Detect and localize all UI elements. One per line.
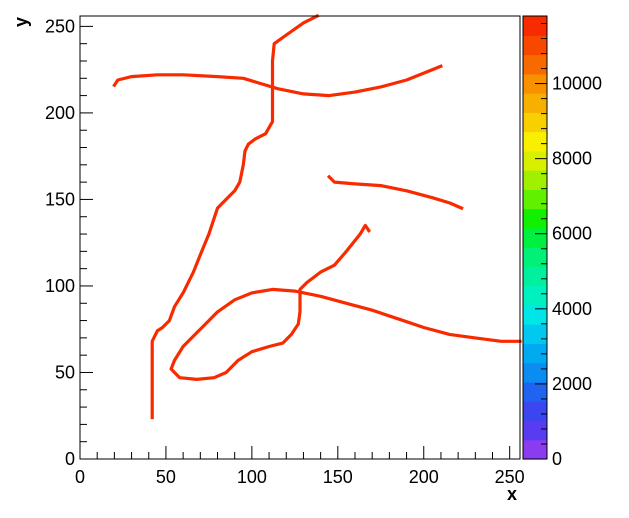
colorbar-cell	[523, 420, 547, 441]
colorbar-tick-label: 2000	[552, 374, 592, 394]
heatmap-strokes	[112, 13, 522, 420]
colorbar-cell	[523, 343, 547, 364]
colorbar-cell	[523, 170, 547, 190]
stroke-middle-right-stroke	[326, 174, 464, 211]
colorbar: 0 2000 4000 6000 8000 10000	[522, 15, 602, 469]
x-tick-label: 100	[237, 467, 267, 487]
y-tick-label: 0	[65, 449, 75, 469]
colorbar-cell	[523, 35, 547, 56]
colorbar-cell	[523, 362, 547, 383]
x-tick-label: 200	[409, 467, 439, 487]
plot-area	[80, 16, 520, 459]
x-axis-title: x	[507, 484, 517, 504]
x-tick-label: 50	[156, 467, 176, 487]
colorbar-cell	[523, 324, 547, 345]
y-axis-title: y	[11, 17, 31, 27]
colorbar-cell	[523, 401, 547, 422]
stroke-top-curve	[112, 64, 443, 98]
colorbar-cell	[523, 189, 547, 210]
colorbar-cell	[523, 285, 547, 306]
colorbar-tick-label: 4000	[552, 299, 592, 319]
y-tick-label: 250	[45, 16, 75, 36]
colorbar-cell	[523, 54, 547, 75]
colorbar-cell	[523, 112, 547, 133]
colorbar-cell	[523, 266, 547, 287]
colorbar-cell	[523, 304, 547, 325]
colorbar-cell	[523, 439, 547, 460]
y-tick-label: 100	[45, 276, 75, 296]
x-tick-label: 0	[75, 467, 85, 487]
colorbar-cell	[523, 93, 547, 113]
colorbar-tick-label: 8000	[552, 149, 592, 169]
colorbar-cell	[523, 16, 547, 36]
stroke-left-vertical-stroke	[150, 13, 320, 420]
x-axis: 0 50 100 150 200 250	[75, 446, 525, 487]
y-tick-label: 150	[45, 189, 75, 209]
colorbar-tick-label: 0	[552, 449, 562, 469]
y-tick-label: 50	[55, 362, 75, 382]
stroke-loop-stroke	[169, 223, 522, 381]
colorbar-tick-label: 6000	[552, 224, 592, 244]
colorbar-tick-label: 10000	[552, 74, 602, 94]
x-tick-label: 250	[495, 467, 525, 487]
plot-frame	[79, 15, 521, 460]
colorbar-cell	[523, 131, 547, 152]
colorbar-cell	[523, 208, 547, 229]
y-tick-label: 200	[45, 103, 75, 123]
colorbar-cell	[523, 227, 547, 248]
colorbar-cell	[523, 150, 547, 171]
x-tick-label: 150	[323, 467, 353, 487]
colorbar-cell	[523, 381, 547, 402]
colorbar-cell	[523, 247, 547, 267]
y-axis: 0 50 100 150 200 250	[45, 16, 93, 469]
